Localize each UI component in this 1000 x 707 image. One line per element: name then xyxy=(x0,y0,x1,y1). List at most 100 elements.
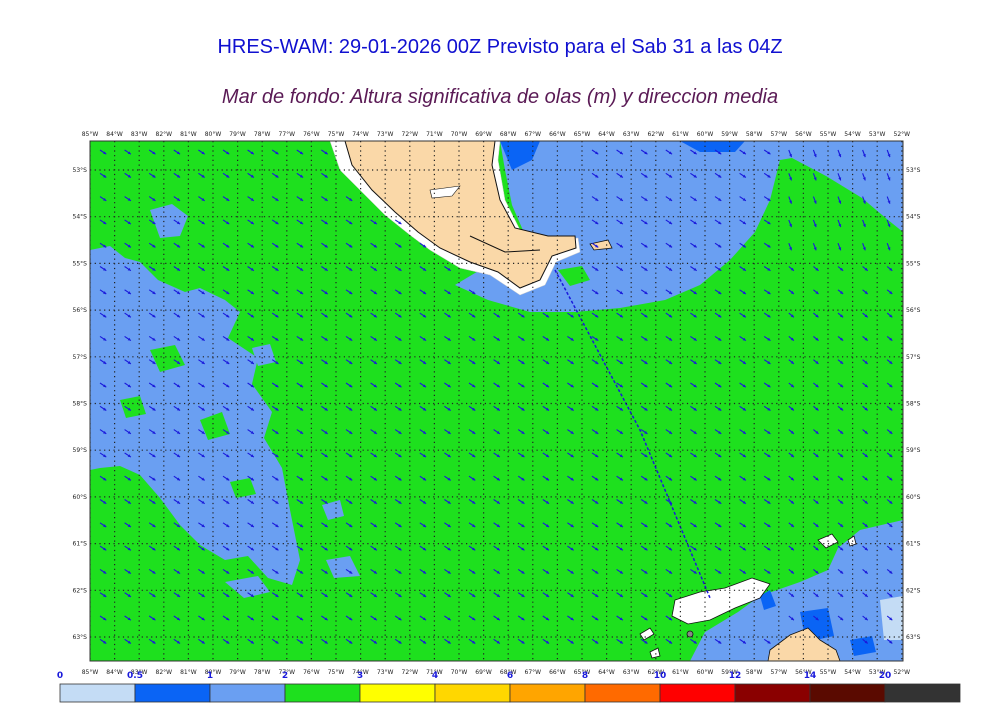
direction-arrow-head xyxy=(373,267,377,271)
direction-arrow-head xyxy=(447,361,451,364)
longitude-label: 62°W xyxy=(648,131,665,138)
direction-arrow-head xyxy=(889,267,893,271)
direction-arrow-head xyxy=(619,407,623,411)
direction-arrow-head xyxy=(838,247,842,251)
direction-arrow-head xyxy=(864,477,868,481)
direction-arrow-head xyxy=(349,314,353,318)
direction-arrow-head xyxy=(349,594,353,597)
direction-arrow-head xyxy=(472,500,476,504)
direction-arrow-head xyxy=(595,594,599,597)
direction-arrow-head xyxy=(349,640,353,644)
direction-arrow-head xyxy=(767,430,771,434)
direction-arrow-head xyxy=(349,337,353,341)
direction-arrow-head xyxy=(839,477,844,481)
direction-arrow-head xyxy=(176,384,181,388)
direction-arrow-head xyxy=(226,570,230,574)
longitude-label: 85°W xyxy=(82,669,99,676)
direction-arrow-head xyxy=(447,594,451,597)
direction-arrow-head xyxy=(862,177,866,181)
direction-arrow-head xyxy=(570,337,574,341)
direction-arrow-head xyxy=(742,361,746,364)
direction-arrow-head xyxy=(176,244,181,248)
direction-arrow-head xyxy=(644,384,648,388)
direction-arrow-head xyxy=(152,570,156,574)
direction-arrow-head xyxy=(422,500,427,504)
direction-arrow-head xyxy=(496,361,500,364)
direction-arrow-head xyxy=(472,570,476,574)
direction-arrow-head xyxy=(767,337,771,341)
direction-arrow-head xyxy=(152,314,156,318)
direction-arrow-head xyxy=(398,500,402,504)
direction-arrow-head xyxy=(373,594,377,597)
direction-arrow-head xyxy=(570,570,574,574)
direction-arrow-head xyxy=(373,524,377,527)
direction-arrow-head xyxy=(839,314,844,318)
colorbar-level-label: 8 xyxy=(582,671,588,681)
direction-arrow-head xyxy=(103,524,107,527)
longitude-label: 56°W xyxy=(795,131,812,138)
direction-arrow-head xyxy=(398,617,402,621)
direction-arrow-head xyxy=(299,221,304,225)
direction-arrow-head xyxy=(447,384,451,388)
direction-arrow-head xyxy=(127,500,131,504)
direction-arrow-head xyxy=(398,524,402,527)
direction-arrow-head xyxy=(815,454,819,458)
direction-arrow-head xyxy=(668,524,673,527)
direction-arrow-head xyxy=(718,407,722,411)
direction-arrow-head xyxy=(398,407,402,411)
direction-arrow-head xyxy=(839,570,844,574)
direction-arrow-head xyxy=(176,617,181,621)
direction-arrow-head xyxy=(398,547,402,551)
direction-arrow-head xyxy=(644,524,648,527)
direction-arrow-head xyxy=(422,524,427,527)
longitude-label: 64°W xyxy=(598,669,615,676)
latitude-label: 57°S xyxy=(73,354,88,361)
direction-arrow-head xyxy=(422,337,427,341)
direction-arrow-head xyxy=(447,617,451,621)
longitude-label: 80°W xyxy=(205,669,222,676)
direction-arrow-head xyxy=(742,477,746,481)
direction-arrow-head xyxy=(644,454,648,458)
direction-arrow-head xyxy=(152,151,156,155)
latitude-label: 59°S xyxy=(906,447,921,454)
direction-arrow-head xyxy=(839,360,844,364)
direction-arrow-head xyxy=(275,640,279,644)
direction-arrow-head xyxy=(176,291,181,294)
swell-1-2m-patch xyxy=(252,344,276,366)
direction-arrow-head xyxy=(889,314,893,318)
direction-arrow-head xyxy=(839,407,844,411)
longitude-label: 78°W xyxy=(254,669,271,676)
direction-arrow-head xyxy=(521,337,525,341)
direction-arrow-head xyxy=(595,361,599,364)
direction-arrow-head xyxy=(789,247,792,251)
direction-arrow-head xyxy=(127,570,131,574)
direction-arrow-head xyxy=(545,407,550,411)
direction-arrow-head xyxy=(349,197,353,201)
direction-arrow-head xyxy=(570,524,574,527)
direction-arrow-head xyxy=(250,454,254,458)
direction-arrow-head xyxy=(839,617,844,621)
direction-arrow-head xyxy=(398,594,402,597)
direction-arrow-head xyxy=(176,524,181,527)
direction-arrow-head xyxy=(693,524,697,527)
direction-arrow-head xyxy=(619,221,623,225)
direction-arrow-head xyxy=(275,617,279,621)
direction-arrow-head xyxy=(570,314,574,318)
direction-arrow-head xyxy=(644,500,648,504)
map-frame xyxy=(89,140,904,662)
direction-arrow-head xyxy=(742,500,746,504)
direction-arrow-head xyxy=(813,153,817,158)
direction-arrow-head xyxy=(644,221,648,225)
direction-arrow-head xyxy=(864,384,868,388)
direction-arrow-head xyxy=(815,314,819,318)
direction-arrow-head xyxy=(790,617,794,621)
direction-arrow-head xyxy=(521,594,525,597)
direction-arrow-head xyxy=(570,430,574,434)
direction-arrow-head xyxy=(668,361,673,364)
longitude-label: 59°W xyxy=(721,131,738,138)
direction-arrow-head xyxy=(127,291,131,294)
direction-arrow-head xyxy=(864,593,868,597)
direction-arrow-head xyxy=(595,337,599,341)
direction-arrow-head xyxy=(889,360,893,364)
direction-arrow-head xyxy=(813,177,817,181)
